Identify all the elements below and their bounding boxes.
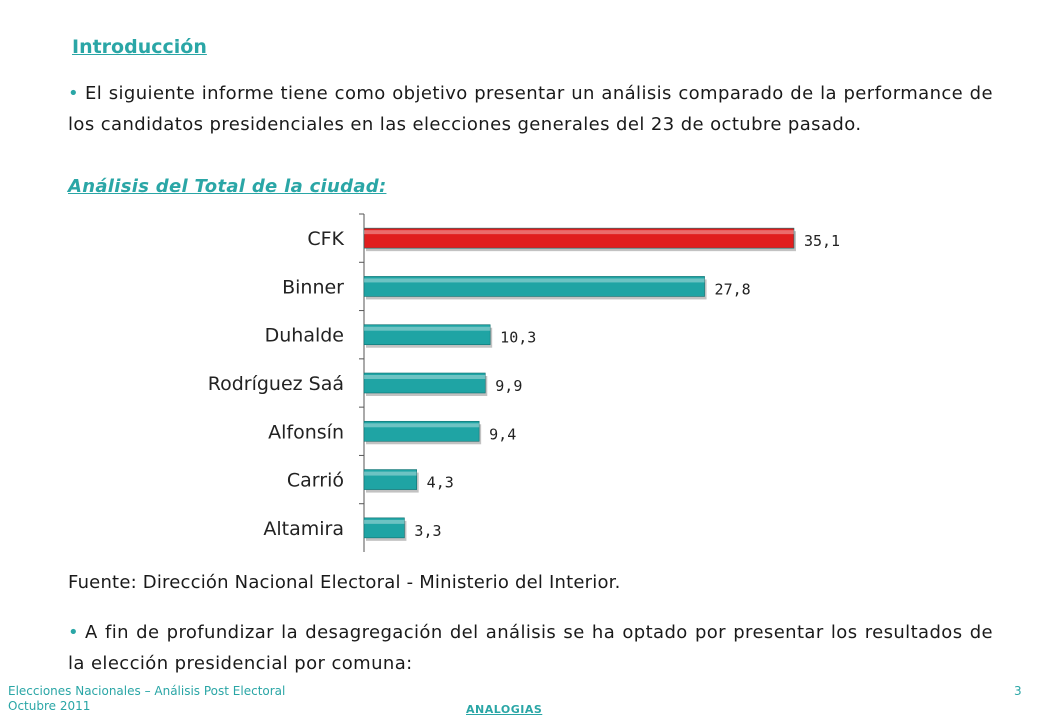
footer-brand: ANALOGIAS	[466, 703, 543, 716]
comuna-paragraph-text: A fin de profundizar la desagregación de…	[68, 622, 993, 674]
data-label: 4,3	[427, 474, 454, 492]
bar-highlight	[364, 230, 794, 235]
footer-date: Octubre 2011	[8, 699, 91, 713]
bullet-icon: •	[68, 83, 80, 104]
bar-chart: CFK 35,1 Binner 27,8 Duhalde 10,3 Rodríguez Sa…	[208, 213, 840, 552]
bar-highlight	[364, 471, 417, 476]
bar-highlight	[364, 375, 486, 379]
category-label: CFK	[307, 228, 344, 250]
subheading-total-ciudad: Análisis del Total de la ciudad:	[68, 176, 387, 197]
data-label: 3,3	[414, 522, 441, 540]
bar-highlight	[364, 519, 405, 524]
bar-binner	[363, 276, 705, 297]
data-label: 27,8	[715, 280, 751, 298]
data-label: 35,1	[804, 232, 840, 250]
bar-highlight	[364, 423, 480, 428]
data-label: 10,3	[500, 329, 536, 347]
bar-highlight	[364, 278, 705, 283]
page-number: 3	[1014, 684, 1022, 698]
bar-highlight	[364, 326, 491, 331]
intro-paragraph: • El siguiente informe tiene como objetiv…	[68, 78, 993, 140]
category-label: Binner	[282, 276, 344, 298]
category-label: Altamira	[263, 518, 344, 540]
footer-title: Elecciones Nacionales – Análisis Post El…	[8, 684, 286, 698]
category-label: Alfonsín	[268, 421, 344, 443]
comuna-paragraph: • A fin de profundizar la desagregación d…	[68, 617, 993, 679]
intro-paragraph-text: El siguiente informe tiene como objetivo…	[68, 83, 993, 135]
category-label: Carrió	[287, 470, 344, 492]
bar-duhalde	[363, 324, 491, 346]
bar-carri-	[363, 469, 417, 490]
category-label: Rodríguez Saá	[208, 373, 344, 395]
bar-rodr-guez-sa-	[363, 372, 486, 394]
bar-cfk	[363, 227, 795, 249]
footer-info: Elecciones Nacionales – Análisis Post El…	[8, 684, 285, 714]
bar-alfons-n	[363, 420, 480, 442]
source-note: Fuente: Dirección Nacional Electoral - M…	[68, 572, 621, 593]
data-label: 9,9	[495, 377, 522, 395]
bar-altamira	[363, 517, 405, 539]
data-label: 9,4	[489, 425, 516, 443]
category-label: Duhalde	[265, 325, 344, 347]
bullet-icon: •	[68, 622, 80, 643]
section-heading-introduccion: Introducción	[72, 36, 207, 58]
